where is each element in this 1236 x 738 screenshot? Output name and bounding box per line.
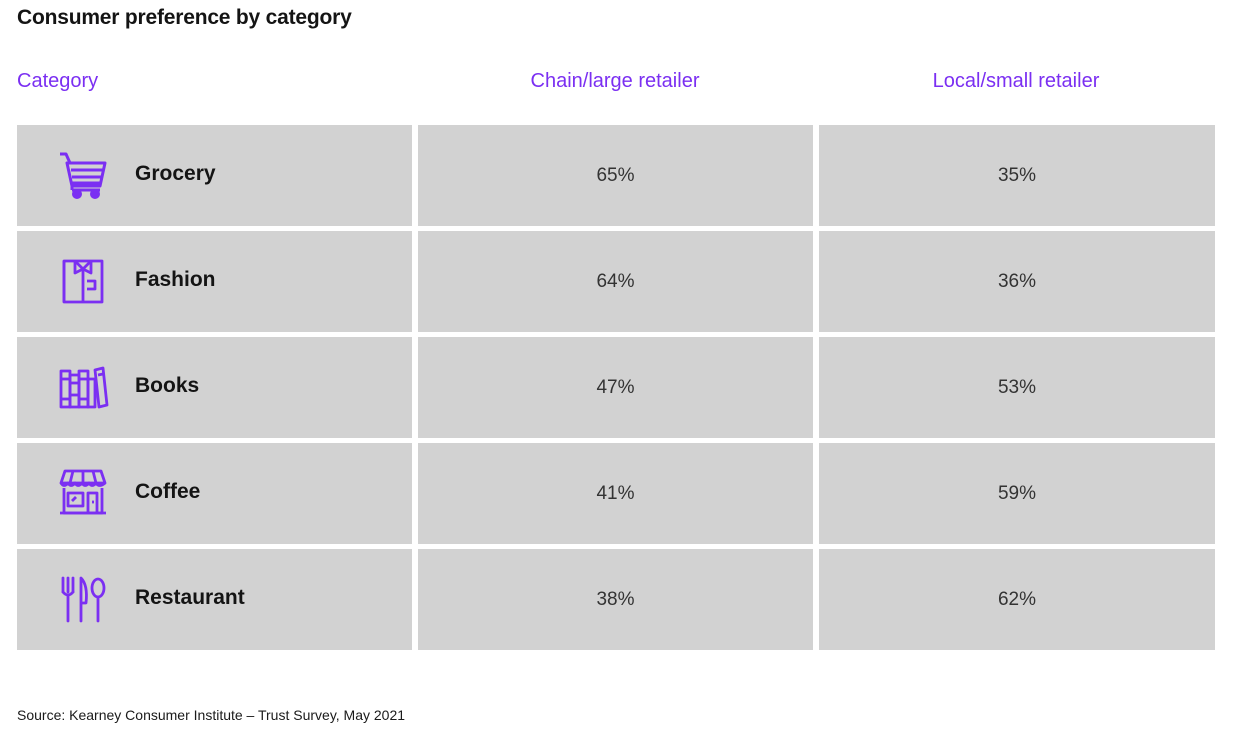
local-value: 36% — [997, 270, 1037, 292]
chain-value: 47% — [596, 376, 635, 398]
chain-value-cell: 47% — [418, 337, 813, 438]
category-cell: Restaurant — [17, 549, 412, 650]
local-value-cell: 53% — [819, 337, 1215, 438]
chain-value-cell: 65% — [418, 125, 813, 226]
local-value: 35% — [997, 164, 1037, 186]
local-value-cell: 36% — [819, 231, 1215, 332]
category-cell: Fashion — [17, 231, 412, 332]
local-value: 53% — [997, 376, 1037, 398]
table-row: Books 47% 53% — [17, 337, 1215, 438]
local-value: 62% — [997, 588, 1037, 610]
table-row: Restaurant 38% 62% — [17, 549, 1215, 650]
category-label: Grocery — [135, 162, 216, 185]
shopping-cart-icon — [57, 149, 109, 201]
storefront-icon — [57, 467, 109, 519]
preference-table: Grocery 65% 35% Fashion 64% — [17, 125, 1215, 655]
table-row: Grocery 65% 35% — [17, 125, 1215, 226]
table-row: Coffee 41% 59% — [17, 443, 1215, 544]
source-note: Source: Kearney Consumer Institute – Tru… — [17, 707, 406, 723]
local-value-cell: 35% — [819, 125, 1215, 226]
local-value-cell: 59% — [819, 443, 1215, 544]
chain-value: 38% — [596, 588, 635, 610]
chain-value: 65% — [596, 164, 635, 186]
category-cell: Coffee — [17, 443, 412, 544]
column-header-category: Category — [17, 70, 99, 92]
category-cell: Books — [17, 337, 412, 438]
column-header-local: Local/small retailer — [932, 70, 1100, 92]
chain-value-cell: 41% — [418, 443, 813, 544]
category-label: Coffee — [135, 480, 201, 503]
category-label: Fashion — [135, 268, 216, 291]
local-value: 59% — [997, 482, 1037, 504]
local-value-cell: 62% — [819, 549, 1215, 650]
chain-value-cell: 64% — [418, 231, 813, 332]
chain-value-cell: 38% — [418, 549, 813, 650]
books-icon — [57, 361, 109, 413]
category-cell: Grocery — [17, 125, 412, 226]
shirt-icon — [57, 255, 109, 307]
table-row: Fashion 64% 36% — [17, 231, 1215, 332]
chain-value: 41% — [596, 482, 635, 504]
chain-value: 64% — [596, 270, 635, 292]
column-header-chain: Chain/large retailer — [530, 70, 700, 92]
category-label: Books — [135, 374, 200, 397]
category-label: Restaurant — [135, 586, 245, 609]
chart-title: Consumer preference by category — [17, 6, 352, 29]
fork-knife-spoon-icon — [57, 573, 109, 625]
